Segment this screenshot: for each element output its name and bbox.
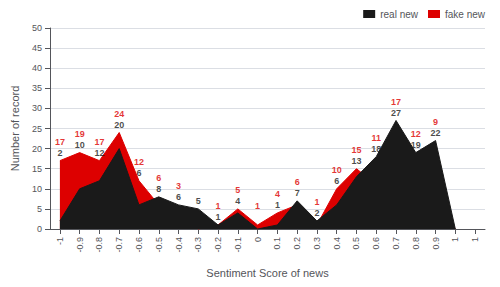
svg-text:6: 6 bbox=[176, 192, 181, 202]
svg-text:0: 0 bbox=[37, 224, 42, 234]
svg-text:22: 22 bbox=[431, 128, 441, 138]
svg-text:50: 50 bbox=[32, 23, 42, 33]
svg-text:10: 10 bbox=[75, 140, 85, 150]
svg-text:45: 45 bbox=[32, 43, 42, 53]
svg-text:15: 15 bbox=[32, 164, 42, 174]
svg-text:1: 1 bbox=[314, 197, 319, 207]
svg-text:Number of record: Number of record bbox=[9, 86, 21, 172]
svg-text:1: 1 bbox=[255, 201, 260, 211]
svg-text:1: 1 bbox=[450, 237, 460, 242]
svg-text:5: 5 bbox=[37, 204, 42, 214]
svg-text:17: 17 bbox=[94, 137, 104, 147]
svg-text:4: 4 bbox=[235, 196, 240, 206]
svg-text:-0.5: -0.5 bbox=[154, 237, 164, 253]
svg-text:4: 4 bbox=[275, 189, 280, 199]
svg-text:2: 2 bbox=[57, 148, 62, 158]
svg-text:27: 27 bbox=[391, 108, 401, 118]
svg-text:7: 7 bbox=[295, 188, 300, 198]
svg-text:0.1: 0.1 bbox=[272, 237, 282, 250]
svg-text:8: 8 bbox=[156, 184, 161, 194]
svg-text:10: 10 bbox=[32, 184, 42, 194]
svg-text:35: 35 bbox=[32, 83, 42, 93]
svg-text:1: 1 bbox=[216, 212, 221, 222]
svg-text:24: 24 bbox=[114, 109, 124, 119]
svg-text:0.8: 0.8 bbox=[411, 237, 421, 250]
svg-text:0.2: 0.2 bbox=[292, 237, 302, 250]
svg-text:0.6: 0.6 bbox=[371, 237, 381, 250]
svg-text:12: 12 bbox=[411, 129, 421, 139]
svg-text:0.9: 0.9 bbox=[431, 237, 441, 250]
svg-text:15: 15 bbox=[351, 145, 361, 155]
svg-text:6: 6 bbox=[334, 176, 339, 186]
svg-text:12: 12 bbox=[94, 148, 104, 158]
svg-text:18: 18 bbox=[371, 144, 381, 154]
svg-text:-1: -1 bbox=[55, 237, 65, 245]
svg-text:20: 20 bbox=[114, 120, 124, 130]
svg-text:2: 2 bbox=[314, 208, 319, 218]
svg-text:10: 10 bbox=[332, 165, 342, 175]
svg-text:0.4: 0.4 bbox=[332, 237, 342, 250]
svg-text:11: 11 bbox=[371, 133, 381, 143]
svg-text:-0.8: -0.8 bbox=[94, 237, 104, 253]
svg-text:-0.7: -0.7 bbox=[114, 237, 124, 253]
svg-text:19: 19 bbox=[411, 140, 421, 150]
svg-text:0: 0 bbox=[253, 237, 263, 242]
svg-text:6: 6 bbox=[136, 168, 141, 178]
svg-text:0.5: 0.5 bbox=[351, 237, 361, 250]
svg-text:6: 6 bbox=[156, 173, 161, 183]
svg-text:-0.9: -0.9 bbox=[75, 237, 85, 253]
svg-text:40: 40 bbox=[32, 63, 42, 73]
svg-text:real new: real new bbox=[380, 9, 419, 20]
svg-text:19: 19 bbox=[75, 129, 85, 139]
svg-text:0.3: 0.3 bbox=[312, 237, 322, 250]
svg-text:5: 5 bbox=[196, 196, 201, 206]
svg-text:17: 17 bbox=[391, 97, 401, 107]
svg-text:12: 12 bbox=[134, 157, 144, 167]
svg-text:-0.4: -0.4 bbox=[174, 237, 184, 253]
svg-text:Sentiment Score of news: Sentiment Score of news bbox=[206, 267, 329, 279]
svg-text:3: 3 bbox=[176, 181, 181, 191]
svg-text:-0.3: -0.3 bbox=[193, 237, 203, 253]
svg-text:17: 17 bbox=[55, 137, 65, 147]
svg-text:6: 6 bbox=[295, 177, 300, 187]
svg-text:30: 30 bbox=[32, 103, 42, 113]
svg-text:-0.2: -0.2 bbox=[213, 237, 223, 253]
svg-text:-0.1: -0.1 bbox=[233, 237, 243, 253]
svg-text:-0.6: -0.6 bbox=[134, 237, 144, 253]
svg-text:20: 20 bbox=[32, 144, 42, 154]
svg-text:13: 13 bbox=[351, 156, 361, 166]
svg-text:1: 1 bbox=[216, 201, 221, 211]
svg-text:fake new: fake new bbox=[445, 9, 486, 20]
svg-text:5: 5 bbox=[235, 185, 240, 195]
svg-text:1: 1 bbox=[275, 200, 280, 210]
svg-text:1: 1 bbox=[470, 237, 480, 242]
svg-text:9: 9 bbox=[433, 117, 438, 127]
svg-text:0.7: 0.7 bbox=[391, 237, 401, 250]
svg-text:25: 25 bbox=[32, 124, 42, 134]
